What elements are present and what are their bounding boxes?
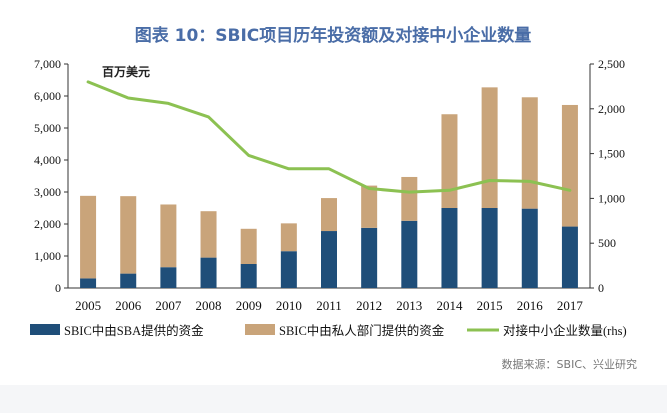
legend-label-line: 对接中小企业数量(rhs)	[503, 323, 627, 338]
bar-private-funds	[481, 87, 498, 208]
bar-sba-funds	[561, 226, 578, 288]
bars-group	[80, 87, 578, 288]
legend-label-private: SBIC中由私人部门提供的资金	[279, 323, 445, 338]
x-tick-label: 2017	[557, 298, 584, 313]
y-tick-label-left: 3,000	[34, 185, 61, 199]
y-tick-label-left: 2,000	[34, 217, 61, 231]
source-note: 数据来源：SBIC、兴业研究	[502, 357, 637, 371]
y-tick-label-right: 2,000	[598, 102, 625, 116]
bar-private-funds	[240, 228, 257, 264]
bar-sba-funds	[521, 208, 538, 288]
y-tick-label-left: 0	[55, 281, 61, 295]
bar-sba-funds	[200, 257, 217, 288]
footer-band	[0, 385, 667, 413]
legend-label-sba: SBIC中由SBA提供的资金	[64, 323, 204, 338]
bar-private-funds	[561, 104, 578, 227]
x-tick-label: 2016	[517, 298, 544, 313]
bar-private-funds	[120, 196, 137, 274]
x-tick-label: 2011	[316, 298, 342, 313]
bar-private-funds	[401, 176, 418, 221]
line-sme-count	[86, 80, 572, 194]
x-tick-label: 2015	[477, 298, 503, 313]
bar-private-funds	[321, 198, 337, 232]
line-group	[86, 80, 572, 194]
bar-private-funds	[441, 114, 458, 208]
x-tick-label: 2012	[356, 298, 382, 313]
x-tick-label: 2005	[75, 298, 101, 313]
y-tick-label-left: 1,000	[34, 249, 61, 263]
x-tick-label: 2013	[396, 298, 422, 313]
x-tick-label: 2014	[436, 298, 463, 313]
bar-private-funds	[521, 97, 538, 209]
y-tick-label-left: 7,000	[34, 57, 61, 71]
y-tick-label-right: 2,500	[598, 57, 625, 71]
bar-sba-funds	[120, 273, 137, 288]
legend: SBIC中由SBA提供的资金 SBIC中由私人部门提供的资金 对接中小企业数量(rh…	[30, 323, 627, 338]
x-tick-label: 2009	[236, 298, 262, 313]
bar-private-funds	[160, 204, 177, 268]
y-tick-label-right: 1,500	[598, 147, 625, 161]
bar-sba-funds	[321, 231, 337, 288]
bar-private-funds	[280, 223, 297, 252]
y-tick-label-left: 4,000	[34, 153, 61, 167]
y-tick-label-right: 0	[598, 281, 604, 295]
bar-sba-funds	[401, 220, 418, 288]
bar-sba-funds	[441, 208, 458, 288]
axes: 0 1,000 2,000 3,000 4,000 5,000 6,000 7,000 0 500…	[34, 57, 625, 313]
unit-label: 百万美元	[102, 64, 150, 79]
bar-sba-funds	[80, 278, 97, 288]
x-tick-label: 2007	[155, 298, 182, 313]
y-tick-label-left: 5,000	[34, 121, 61, 135]
bar-sba-funds	[280, 251, 297, 288]
legend-swatch-private	[245, 324, 275, 335]
y-tick-label-left: 6,000	[34, 89, 61, 103]
legend-swatch-sba	[30, 324, 60, 335]
bar-private-funds	[200, 211, 217, 258]
x-tick-label: 2008	[196, 298, 222, 313]
chart-title: 图表 10：SBIC项目历年投资额及对接中小企业数量	[135, 25, 532, 46]
bar-sba-funds	[240, 264, 257, 288]
bar-sba-funds	[361, 227, 378, 288]
y-tick-label-right: 1,000	[598, 191, 625, 205]
bar-private-funds	[80, 195, 97, 279]
bar-sba-funds	[160, 267, 177, 288]
x-tick-label: 2006	[115, 298, 142, 313]
y-tick-label-right: 500	[598, 236, 616, 250]
x-tick-label: 2010	[276, 298, 302, 313]
bar-private-funds	[361, 185, 378, 228]
bar-sba-funds	[481, 208, 498, 288]
